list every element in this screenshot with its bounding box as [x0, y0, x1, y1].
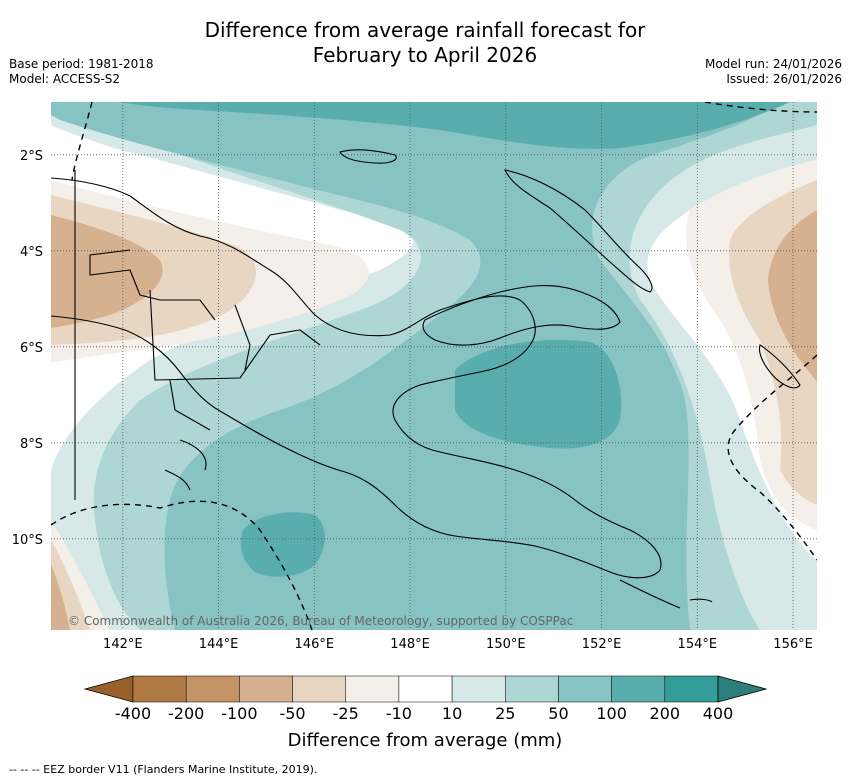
torres-islands	[164, 439, 207, 491]
lat-tick-label: 10°S	[12, 533, 43, 548]
colorbar-extend-low	[83, 675, 134, 703]
lon-tick-label: 150°E	[486, 637, 526, 652]
lon-tick-label: 154°E	[678, 637, 718, 652]
manus-island	[339, 149, 397, 164]
region-100-200	[120, 102, 790, 149]
map-title: Difference from average rainfall forecas…	[0, 18, 850, 68]
issued-date: Issued: 26/01/2026	[726, 72, 842, 86]
title-line-1: Difference from average rainfall forecas…	[204, 18, 646, 42]
colorbar-title: Difference from average (mm)	[287, 730, 563, 751]
louisiade	[619, 579, 713, 609]
meta-right: Model run: 24/01/2026 Issued: 26/01/2026	[705, 57, 842, 87]
colorbar-tick-label: -100	[221, 704, 258, 723]
rainfall-field	[51, 102, 817, 630]
new-ireland	[504, 169, 653, 293]
colorbar-tick-label: 10	[441, 704, 463, 723]
lon-tick-label: 156°E	[773, 637, 813, 652]
colorbar-tick-label: 400	[702, 704, 734, 723]
colorbar-segment	[132, 675, 187, 703]
colorbar-segment	[398, 675, 453, 703]
colorbar-tick-label: 200	[649, 704, 681, 723]
colorbar-tick-label: -200	[168, 704, 205, 723]
lon-tick-label: 142°E	[103, 637, 143, 652]
province-borders	[149, 289, 321, 431]
eez-borders	[51, 102, 817, 630]
lon-tick-label: 152°E	[582, 637, 622, 652]
model-run: Model run: 24/01/2026	[704, 57, 842, 71]
base-period: Base period: 1981-2018	[9, 57, 154, 71]
title-line-2: February to April 2026	[312, 43, 538, 67]
new-britain	[422, 285, 621, 346]
region-50-100	[51, 102, 780, 630]
colorbar-segment	[611, 675, 666, 703]
colorbar	[83, 675, 768, 703]
new-guinea-coast	[51, 177, 662, 579]
colorbar-segment	[451, 675, 506, 703]
colorbar-segment	[664, 675, 719, 703]
colorbar-segment	[505, 675, 559, 703]
region-100-200-center	[455, 339, 622, 449]
colorbar-tick-label: -50	[279, 704, 306, 723]
meta-left: Base period: 1981-2018 Model: ACCESS-S2	[9, 57, 154, 87]
lat-tick-label: 6°S	[20, 341, 43, 356]
longitude-labels: 142°E 144°E 146°E 148°E 150°E 152°E 154°E 156°E	[103, 637, 813, 652]
lon-tick-label: 146°E	[295, 637, 335, 652]
colorbar-segment	[558, 675, 612, 703]
gridlines	[51, 102, 817, 630]
lon-tick-label: 148°E	[390, 637, 430, 652]
lat-tick-label: 2°S	[20, 149, 43, 164]
eez-footnote: -- -- -- EEZ border V11 (Flanders Marine…	[9, 763, 318, 776]
model-name: Model: ACCESS-S2	[9, 72, 121, 86]
colorbar-tick-label: 25	[495, 704, 516, 723]
lat-tick-label: 4°S	[20, 245, 43, 260]
latitude-labels: 2°S 4°S 6°S 8°S 10°S	[12, 149, 43, 548]
colorbar-segment	[292, 675, 346, 703]
colorbar-tick-label: 50	[548, 704, 569, 723]
lat-tick-label: 8°S	[20, 437, 43, 452]
region-neg50-east	[768, 210, 817, 382]
colorbar-extend-high	[717, 675, 768, 703]
colorbar-tick-label: -25	[332, 704, 359, 723]
colorbar-segment	[345, 675, 400, 703]
colorbar-segment	[239, 675, 293, 703]
bougainville	[758, 344, 801, 389]
region-100-200-south	[240, 512, 325, 577]
region-neg50-sw	[51, 565, 70, 630]
colorbar-tick-label: 100	[596, 704, 627, 723]
region-neg50-west	[51, 215, 163, 328]
lon-tick-label: 144°E	[199, 637, 239, 652]
colorbar-tick-label: -400	[114, 704, 152, 723]
colorbar-tick-label: -10	[385, 704, 412, 723]
colorbar-segment	[185, 675, 240, 703]
fly-river-region	[89, 249, 216, 321]
coastlines	[51, 149, 801, 609]
copyright-notice: © Commonwealth of Australia 2026, Bureau…	[68, 614, 574, 628]
